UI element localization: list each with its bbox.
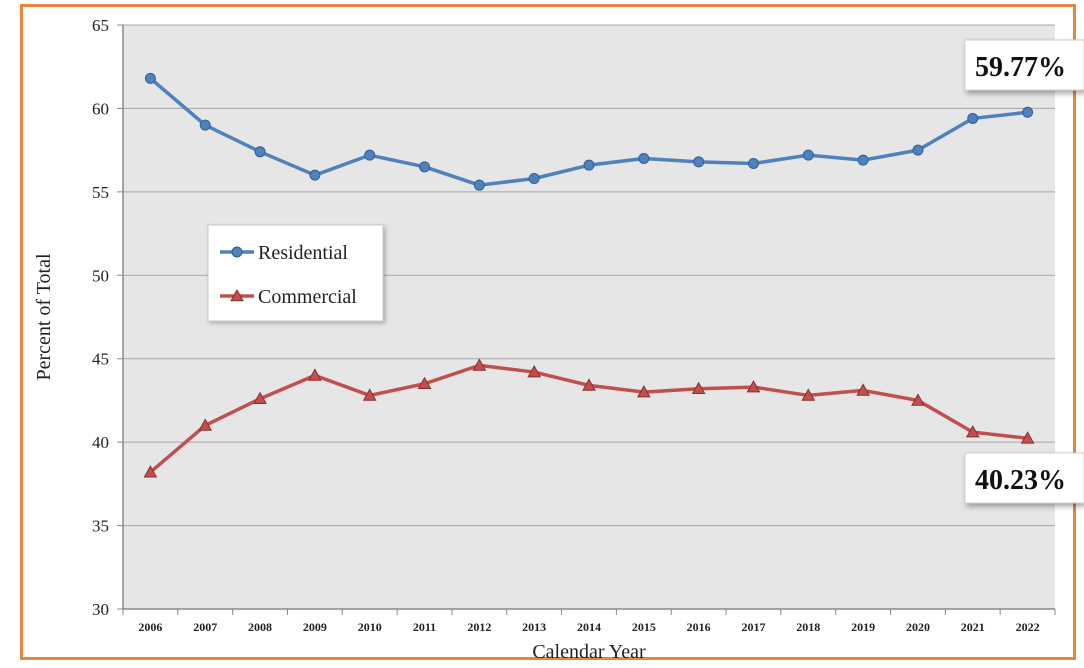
commercial-point-2014 bbox=[582, 378, 596, 391]
legend-item-commercial: Commercial bbox=[220, 286, 357, 308]
callout-residential: 59.77% bbox=[964, 39, 1084, 91]
commercial-point-2017 bbox=[746, 380, 761, 393]
y-tick-label-60: 60 bbox=[92, 99, 109, 118]
residential-point-2009 bbox=[309, 169, 321, 181]
legend-item-residential: Residential bbox=[220, 242, 348, 264]
commercial-point-2022 bbox=[1020, 431, 1035, 444]
residential-point-2012 bbox=[473, 179, 485, 191]
legend-marker bbox=[230, 288, 244, 302]
commercial-point-2012 bbox=[472, 358, 487, 371]
x-tick-label-2016: 2016 bbox=[687, 620, 711, 634]
x-tick-labels: 2006 2007 2008 2009 2010 2011 2012 2013 2014 2015… bbox=[138, 620, 1039, 634]
x-tick-label-2020: 2020 bbox=[906, 620, 930, 634]
y-tick-labels: 30 35 40 45 50 55 60 65 bbox=[92, 16, 109, 619]
commercial-point-2007 bbox=[198, 418, 213, 431]
y-tick-label-65: 65 bbox=[92, 16, 109, 35]
commercial-point-2011 bbox=[417, 376, 432, 390]
x-tick-label-2012: 2012 bbox=[467, 620, 491, 634]
x-tick-label-2008: 2008 bbox=[248, 620, 272, 634]
commercial-point-2006 bbox=[143, 465, 158, 478]
commercial-point-2021 bbox=[965, 425, 980, 438]
series-commercial bbox=[143, 358, 1035, 478]
commercial-point-2018 bbox=[801, 388, 816, 401]
callout-label-residential: 59.77% bbox=[975, 52, 1066, 83]
residential-point-2020 bbox=[912, 144, 924, 156]
residential-point-2014 bbox=[583, 159, 595, 171]
legend-box bbox=[207, 224, 384, 322]
x-tick-label-2010: 2010 bbox=[358, 620, 382, 634]
x-tick-label-2018: 2018 bbox=[796, 620, 820, 634]
residential-point-2021 bbox=[967, 112, 979, 124]
callout-box bbox=[964, 39, 1084, 91]
residential-point-2019 bbox=[857, 154, 869, 166]
residential-point-2010 bbox=[364, 149, 376, 161]
x-tick-label-2017: 2017 bbox=[741, 620, 765, 634]
residential-point-2015 bbox=[638, 152, 650, 164]
callouts: 59.77% 40.23% bbox=[964, 39, 1084, 504]
callout-box bbox=[964, 452, 1084, 504]
y-tick-label-45: 45 bbox=[92, 350, 109, 369]
residential-point-2017 bbox=[747, 157, 759, 169]
axes bbox=[117, 24, 1056, 615]
x-tick-label-2019: 2019 bbox=[851, 620, 875, 634]
x-tick-label-2015: 2015 bbox=[632, 620, 656, 634]
y-axis-title: Percent of Total bbox=[33, 253, 55, 381]
legend: Residential Commercial bbox=[207, 224, 384, 322]
residential-point-2007 bbox=[199, 119, 211, 131]
residential-point-2022 bbox=[1022, 106, 1034, 118]
commercial-point-2019 bbox=[856, 383, 870, 396]
x-tick-label-2014: 2014 bbox=[577, 620, 601, 634]
residential-point-2011 bbox=[419, 161, 431, 173]
x-tick-label-2022: 2022 bbox=[1016, 620, 1040, 634]
commercial-point-2008 bbox=[253, 391, 267, 405]
y-tick-label-35: 35 bbox=[92, 517, 109, 536]
residential-point-2006 bbox=[144, 72, 156, 84]
residential-point-2018 bbox=[802, 149, 814, 161]
legend-label-residential: Residential bbox=[258, 242, 348, 264]
y-tick-label-55: 55 bbox=[92, 183, 109, 202]
legend-marker bbox=[231, 246, 243, 258]
x-tick-label-2013: 2013 bbox=[522, 620, 546, 634]
series-residential bbox=[144, 72, 1034, 191]
legend-label-commercial: Commercial bbox=[258, 286, 357, 308]
commercial-point-2013 bbox=[527, 365, 542, 378]
commercial-point-2010 bbox=[362, 388, 377, 401]
x-tick-label-2006: 2006 bbox=[138, 620, 162, 634]
y-tick-label-50: 50 bbox=[92, 266, 109, 285]
commercial-point-2009 bbox=[308, 368, 322, 381]
commercial-point-2015 bbox=[636, 385, 651, 398]
series-layer bbox=[143, 72, 1035, 478]
gridlines bbox=[123, 24, 1055, 527]
y-tick-label-40: 40 bbox=[92, 433, 109, 452]
residential-point-2016 bbox=[693, 156, 705, 168]
y-tick-label-30: 30 bbox=[92, 600, 109, 619]
commercial-point-2020 bbox=[911, 393, 925, 406]
callout-label-commercial: 40.23% bbox=[975, 465, 1066, 496]
commercial-point-2016 bbox=[691, 381, 706, 395]
x-tick-label-2011: 2011 bbox=[413, 620, 436, 634]
x-tick-label-2021: 2021 bbox=[961, 620, 985, 634]
x-tick-label-2009: 2009 bbox=[303, 620, 327, 634]
x-tick-label-2007: 2007 bbox=[193, 620, 217, 634]
callout-commercial: 40.23% bbox=[964, 452, 1084, 504]
x-axis-title: Calendar Year bbox=[532, 641, 646, 663]
residential-point-2008 bbox=[254, 146, 266, 158]
residential-point-2013 bbox=[528, 173, 540, 185]
